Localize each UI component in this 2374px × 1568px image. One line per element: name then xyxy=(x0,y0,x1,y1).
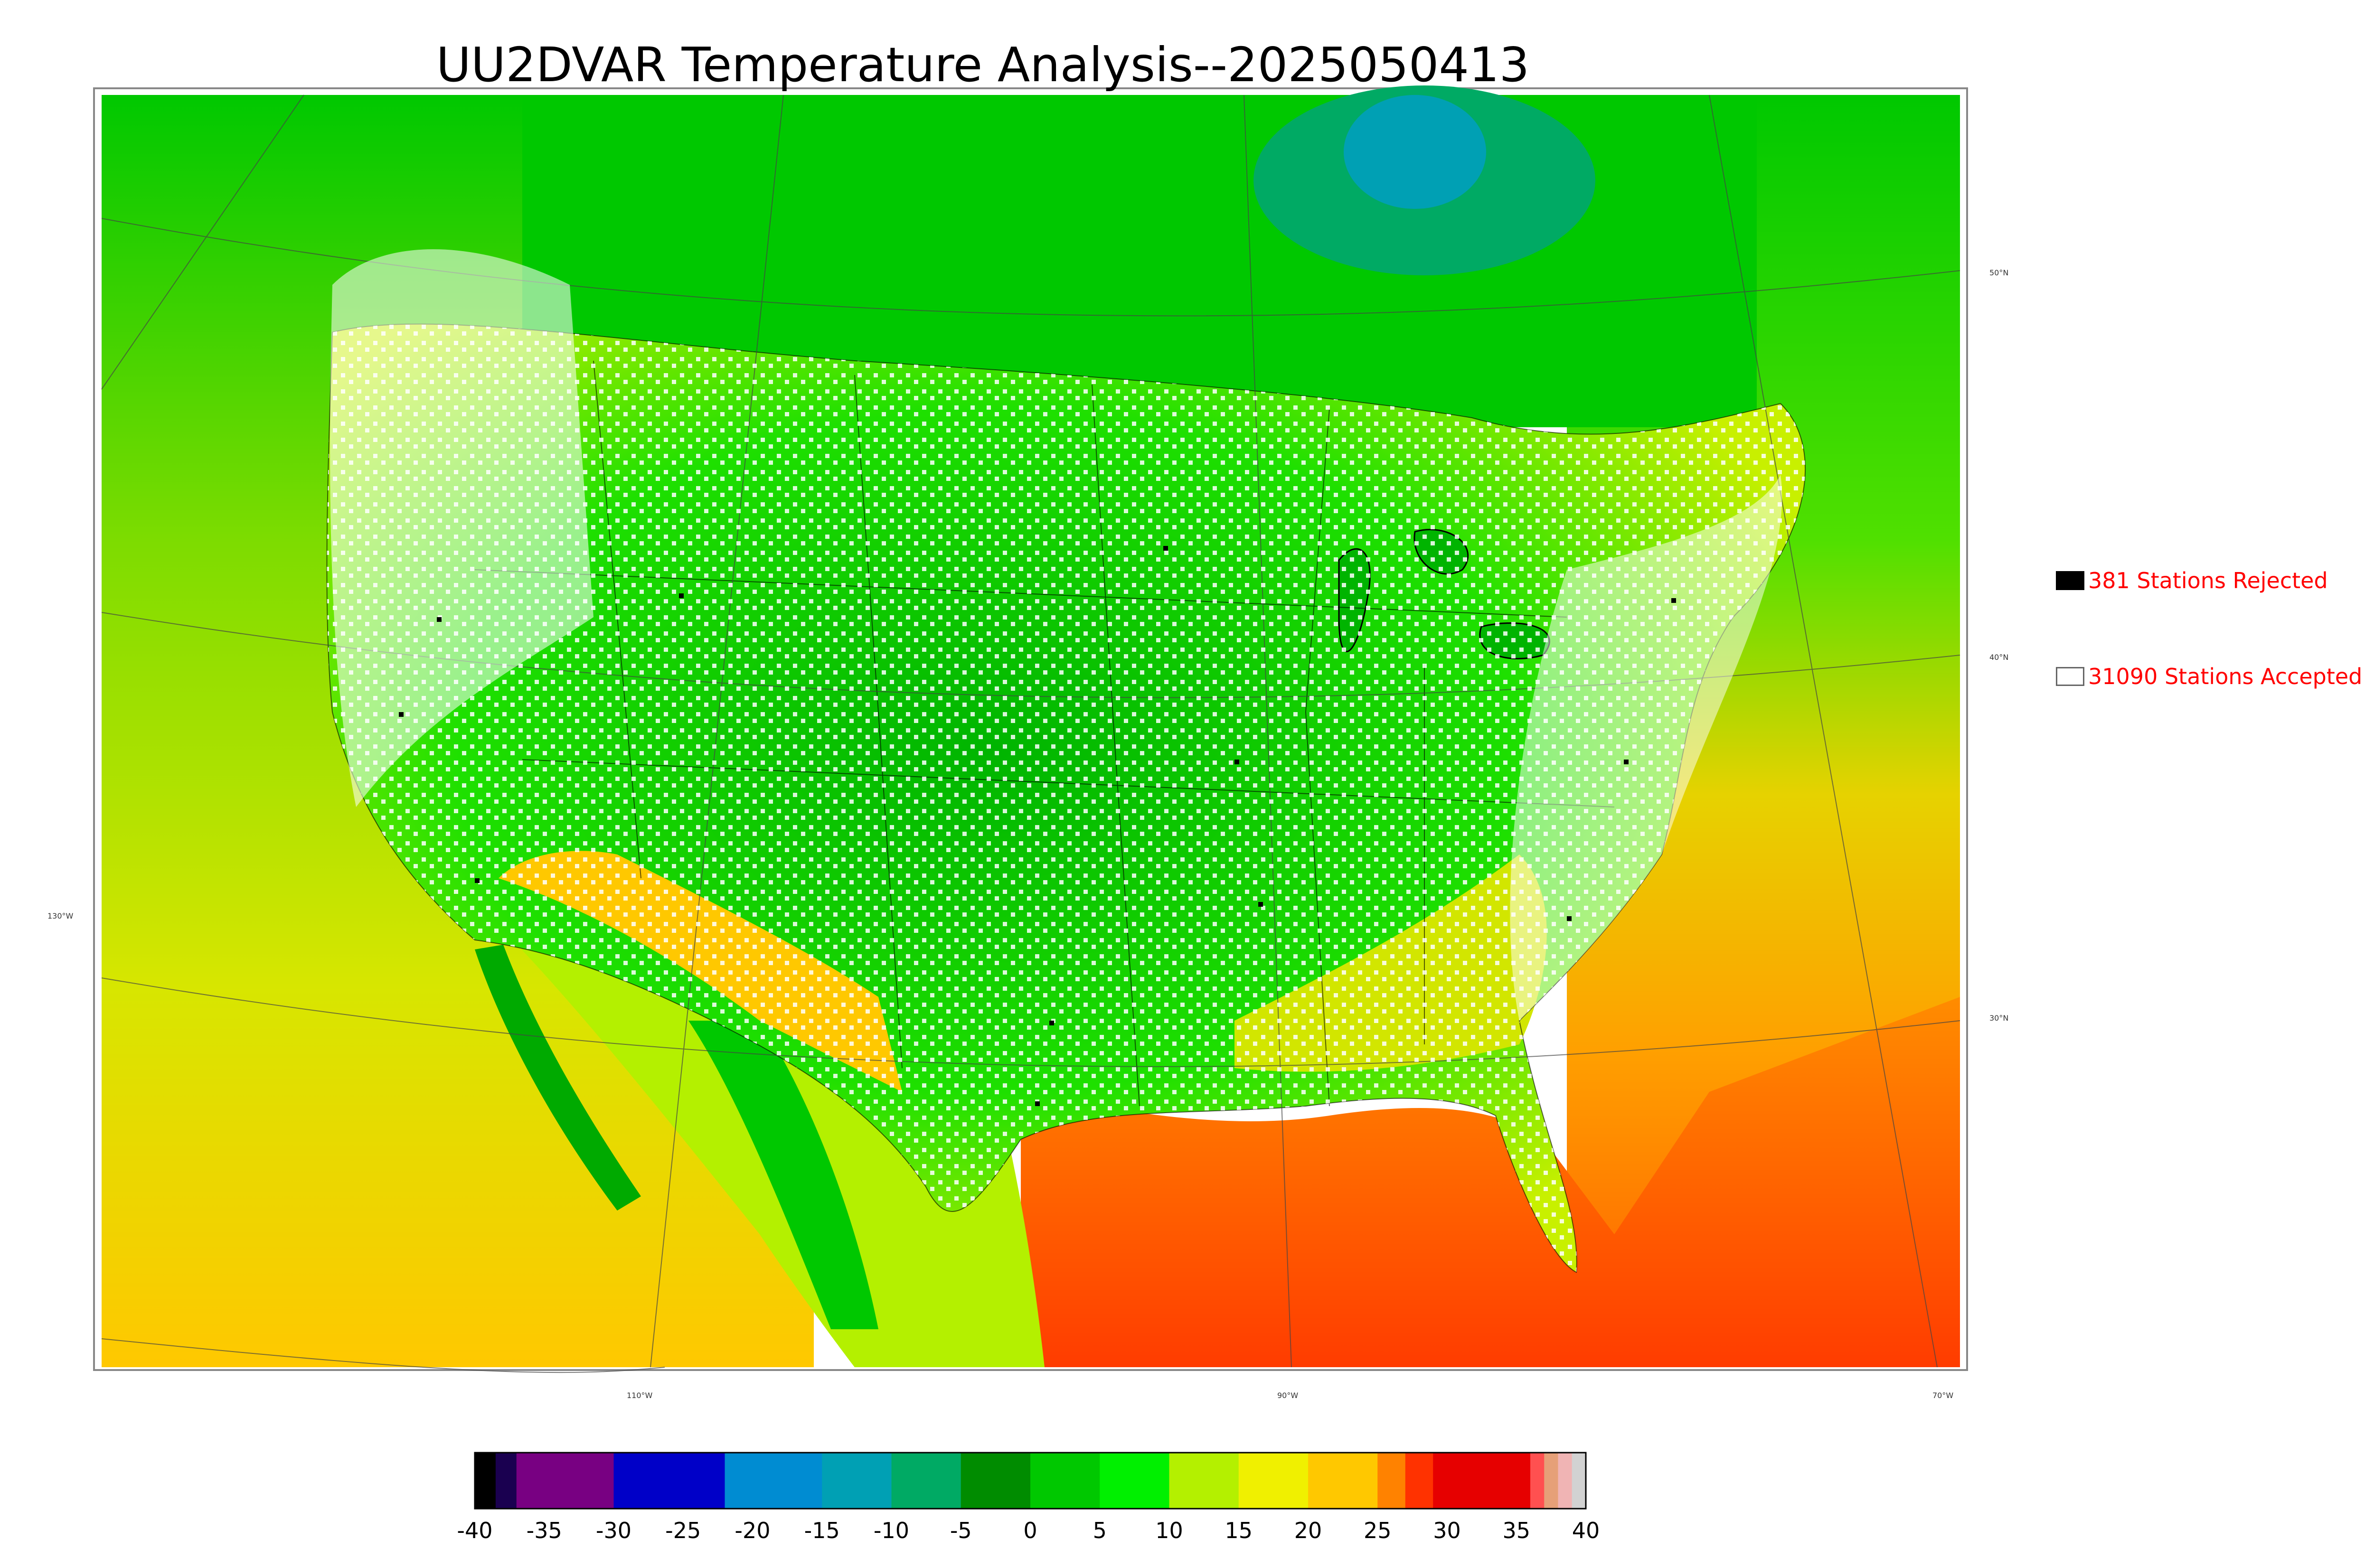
lon-label-110: 110°W xyxy=(627,1391,653,1400)
lon-label-90: 90°W xyxy=(1277,1391,1298,1400)
lon-labels: 130°W 110°W 90°W 70°W xyxy=(47,911,1953,1400)
lat-label-40: 40°N xyxy=(1989,653,2008,662)
gulf-of-mexico xyxy=(1021,997,1960,1367)
lon-label-130: 130°W xyxy=(47,911,74,920)
baja-california xyxy=(475,945,641,1211)
lat-labels: 50°N 40°N 30°N xyxy=(1989,268,2008,1023)
legend-accepted-label: 31090 Stations Accepted xyxy=(2088,664,2363,689)
mexico-highland xyxy=(688,1021,878,1329)
eastern-dense-stations xyxy=(1510,475,1782,1021)
lon-label-70: 70°W xyxy=(1932,1391,1953,1400)
lat-label-50: 50°N xyxy=(1989,268,2008,277)
legend-rejected-label: 381 Stations Rejected xyxy=(2088,568,2328,593)
western-dense-stations xyxy=(330,249,594,807)
accepted-stations xyxy=(327,324,1806,1272)
legend-accepted: 31090 Stations Accepted xyxy=(2056,664,2362,689)
lat-label-30: 30°N xyxy=(1989,1014,2008,1023)
rejected-stations xyxy=(399,546,1676,1106)
legend-rejected-swatch xyxy=(2056,571,2084,590)
legend-rejected: 381 Stations Rejected xyxy=(2056,568,2328,593)
page-title: UU2DVAR Temperature Analysis--2025050413 xyxy=(436,37,1530,93)
hudson-bay-cold xyxy=(1344,95,1486,209)
legend-accepted-swatch xyxy=(2056,667,2084,686)
